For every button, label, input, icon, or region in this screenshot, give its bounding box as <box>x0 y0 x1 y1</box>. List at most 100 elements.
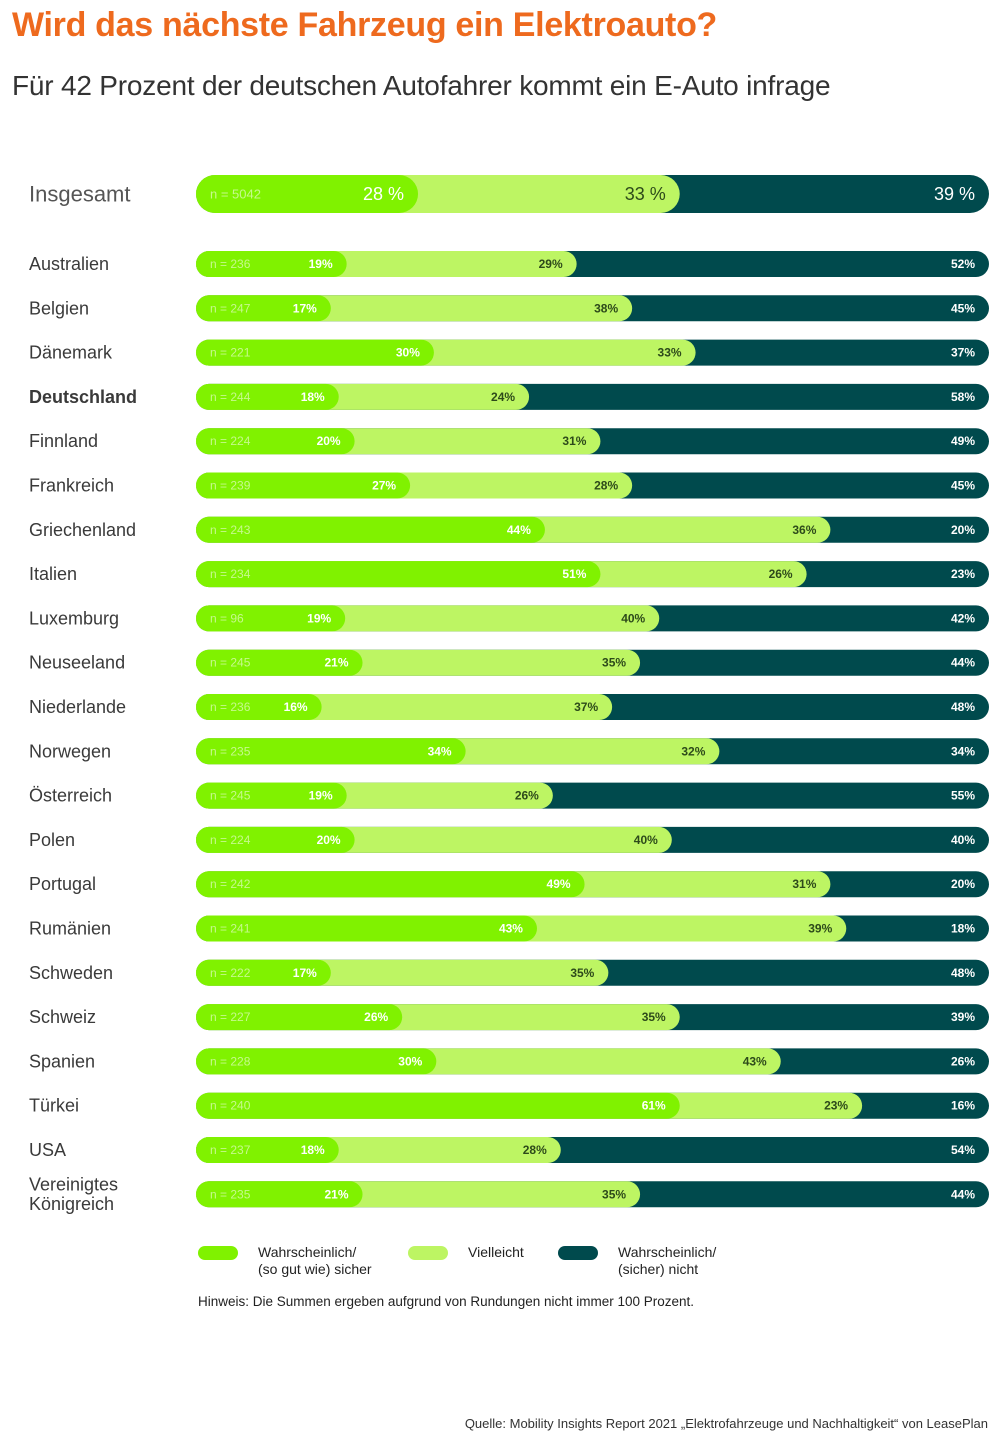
bar-segment-sicher-deutschland <box>196 383 339 410</box>
value-label-sicher-dänemark: 30% <box>396 346 420 360</box>
bar-segment-sicher-frankreich <box>196 472 411 499</box>
value-label-nicht-usa: 54% <box>951 1143 975 1157</box>
value-label-sicher-deutschland: 18% <box>301 390 325 404</box>
value-label-nicht-schweden: 48% <box>951 966 975 980</box>
legend-item-vielleicht: Vielleicht <box>408 1244 524 1261</box>
bar-segment-sicher-norwegen <box>196 738 466 765</box>
legend: Wahrscheinlich/ (so gut wie) sicher Viel… <box>198 1244 988 1284</box>
value-label-nicht-schweiz: 39% <box>951 1010 975 1024</box>
sample-size-label-dänemark: n = 221 <box>210 346 251 360</box>
bar-segment-sicher-insgesamt <box>196 175 419 213</box>
row-label-insgesamt: Insgesamt <box>29 182 131 207</box>
legend-item-nicht: Wahrscheinlich/ (sicher) nicht <box>558 1244 716 1278</box>
value-label-nicht-norwegen: 34% <box>951 744 975 758</box>
value-label-sicher-polen: 20% <box>317 833 341 847</box>
legend-swatch-sicher <box>198 1246 238 1260</box>
bar-segment-sicher-türkei <box>196 1092 680 1119</box>
row-label-schweiz: Schweiz <box>29 1007 96 1027</box>
bar-segment-sicher-polen <box>196 826 355 853</box>
bar-segment-sicher-australien <box>196 251 347 277</box>
row-label-usa: USA <box>29 1140 66 1160</box>
value-label-vielleicht-rumänien: 39% <box>808 922 832 936</box>
value-label-vielleicht-dänemark: 33% <box>658 346 682 360</box>
value-label-vielleicht-schweden: 35% <box>570 966 594 980</box>
chart-title: Wird das nächste Fahrzeug ein Elektroaut… <box>12 6 718 44</box>
value-label-vielleicht-neuseeland: 35% <box>602 656 626 670</box>
value-label-vielleicht-griechenland: 36% <box>792 523 816 537</box>
value-label-vielleicht-finnland: 31% <box>562 434 586 448</box>
value-label-nicht-polen: 40% <box>951 833 975 847</box>
value-label-vielleicht-luxemburg: 40% <box>621 611 645 625</box>
row-label-norwegen: Norwegen <box>29 741 111 761</box>
value-label-sicher-spanien: 30% <box>398 1054 422 1068</box>
value-label-sicher-schweiz: 26% <box>364 1010 388 1024</box>
value-label-sicher-vereinigtes-königreich: 21% <box>324 1187 348 1201</box>
row-label-griechenland: Griechenland <box>29 520 136 540</box>
sample-size-label-vereinigtes-königreich: n = 235 <box>210 1187 251 1201</box>
row-label-frankreich: Frankreich <box>29 476 114 496</box>
stacked-bar-chart: Insgesamt n = 5042 28 % 33 % 39 % Australien n… <box>29 175 989 1214</box>
value-label-nicht-deutschland: 58% <box>951 390 975 404</box>
row-label-österreich: Österreich <box>29 786 112 806</box>
sample-size-label-belgien: n = 247 <box>210 301 251 315</box>
value-label-vielleicht-belgien: 38% <box>594 301 618 315</box>
row-label-rumänien: Rumänien <box>29 919 111 939</box>
value-label-vielleicht-niederlande: 37% <box>574 700 598 714</box>
sample-size-label-italien: n = 234 <box>210 567 251 581</box>
row-label-belgien: Belgien <box>29 298 89 318</box>
sample-size-label-spanien: n = 228 <box>210 1054 251 1068</box>
chart-subtitle: Für 42 Prozent der deutschen Autofahrer … <box>12 70 831 101</box>
legend-item-sicher: Wahrscheinlich/ (so gut wie) sicher <box>198 1244 372 1278</box>
sample-size-label-norwegen: n = 235 <box>210 744 251 758</box>
value-label-sicher-griechenland: 44% <box>507 523 531 537</box>
bar-segment-sicher-niederlande <box>196 694 322 720</box>
value-label-nicht-vereinigtes-königreich: 44% <box>951 1187 975 1201</box>
value-label-nicht-niederlande: 48% <box>951 700 975 714</box>
bar-segment-sicher-griechenland <box>196 516 545 543</box>
sample-size-label-luxemburg: n = 96 <box>210 611 244 625</box>
value-label-nicht-portugal: 20% <box>951 877 975 891</box>
sample-size-label-australien: n = 236 <box>210 257 251 271</box>
value-label-sicher-italien: 51% <box>562 567 586 581</box>
sample-size-label-griechenland: n = 243 <box>210 523 251 537</box>
sample-size-label-schweden: n = 222 <box>210 966 251 980</box>
sample-size-label-österreich: n = 245 <box>210 789 251 803</box>
value-label-nicht-dänemark: 37% <box>951 346 975 360</box>
row-label-schweden: Schweden <box>29 963 113 983</box>
legend-label-sicher: Wahrscheinlich/ (so gut wie) sicher <box>258 1244 372 1277</box>
value-label-nicht-österreich: 55% <box>951 789 975 803</box>
value-label-sicher-usa: 18% <box>301 1143 325 1157</box>
value-label-sicher-australien: 19% <box>309 257 333 271</box>
sample-size-label-frankreich: n = 239 <box>210 479 251 493</box>
value-label-nicht-italien: 23% <box>951 567 975 581</box>
legend-label-vielleicht: Vielleicht <box>468 1244 524 1260</box>
sample-size-label-rumänien: n = 241 <box>210 922 251 936</box>
sample-size-label-deutschland: n = 244 <box>210 390 251 404</box>
bar-segment-sicher-rumänien <box>196 915 537 942</box>
sample-size-label-polen: n = 224 <box>210 833 251 847</box>
row-label-dänemark: Dänemark <box>29 343 113 363</box>
bar-segment-sicher-luxemburg <box>196 605 346 632</box>
bar-segment-sicher-dänemark <box>196 339 434 366</box>
value-label-vielleicht-insgesamt: 33 % <box>625 184 666 204</box>
value-label-nicht-neuseeland: 44% <box>951 656 975 670</box>
value-label-vielleicht-deutschland: 24% <box>491 390 515 404</box>
value-label-sicher-portugal: 49% <box>547 877 571 891</box>
sample-size-label-niederlande: n = 236 <box>210 700 251 714</box>
row-label-vereinigtes-königreich: Vereinigtes Königreich <box>29 1174 118 1214</box>
value-label-sicher-belgien: 17% <box>293 301 317 315</box>
value-label-vielleicht-spanien: 43% <box>743 1054 767 1068</box>
sample-size-label-schweiz: n = 227 <box>210 1010 251 1024</box>
value-label-nicht-luxemburg: 42% <box>951 611 975 625</box>
value-label-vielleicht-schweiz: 35% <box>642 1010 666 1024</box>
row-label-deutschland: Deutschland <box>29 387 137 407</box>
value-label-nicht-rumänien: 18% <box>951 922 975 936</box>
bar-segment-sicher-neuseeland <box>196 649 363 676</box>
value-label-sicher-norwegen: 34% <box>428 744 452 758</box>
value-label-nicht-griechenland: 20% <box>951 523 975 537</box>
source-note: Quelle: Mobility Insights Report 2021 „E… <box>464 1416 988 1431</box>
row-label-türkei: Türkei <box>29 1096 79 1116</box>
value-label-vielleicht-usa: 28% <box>523 1143 547 1157</box>
legend-swatch-vielleicht <box>408 1246 448 1260</box>
bar-segment-sicher-vereinigtes-königreich <box>196 1181 363 1208</box>
